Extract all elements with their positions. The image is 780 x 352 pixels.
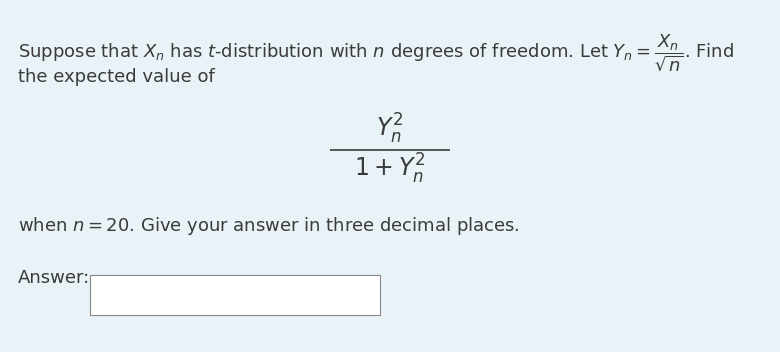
Text: when $n = 20$. Give your answer in three decimal places.: when $n = 20$. Give your answer in three… bbox=[18, 215, 519, 237]
Text: Answer:: Answer: bbox=[18, 269, 90, 287]
Text: the expected value of: the expected value of bbox=[18, 68, 214, 86]
FancyBboxPatch shape bbox=[90, 275, 380, 315]
Text: Suppose that $X_n$ has $t$-distribution with $n$ degrees of freedom. Let $Y_n = : Suppose that $X_n$ has $t$-distribution … bbox=[18, 32, 734, 73]
Text: $Y_n^2$: $Y_n^2$ bbox=[377, 112, 403, 146]
Text: $1 + Y_n^2$: $1 + Y_n^2$ bbox=[354, 152, 426, 186]
